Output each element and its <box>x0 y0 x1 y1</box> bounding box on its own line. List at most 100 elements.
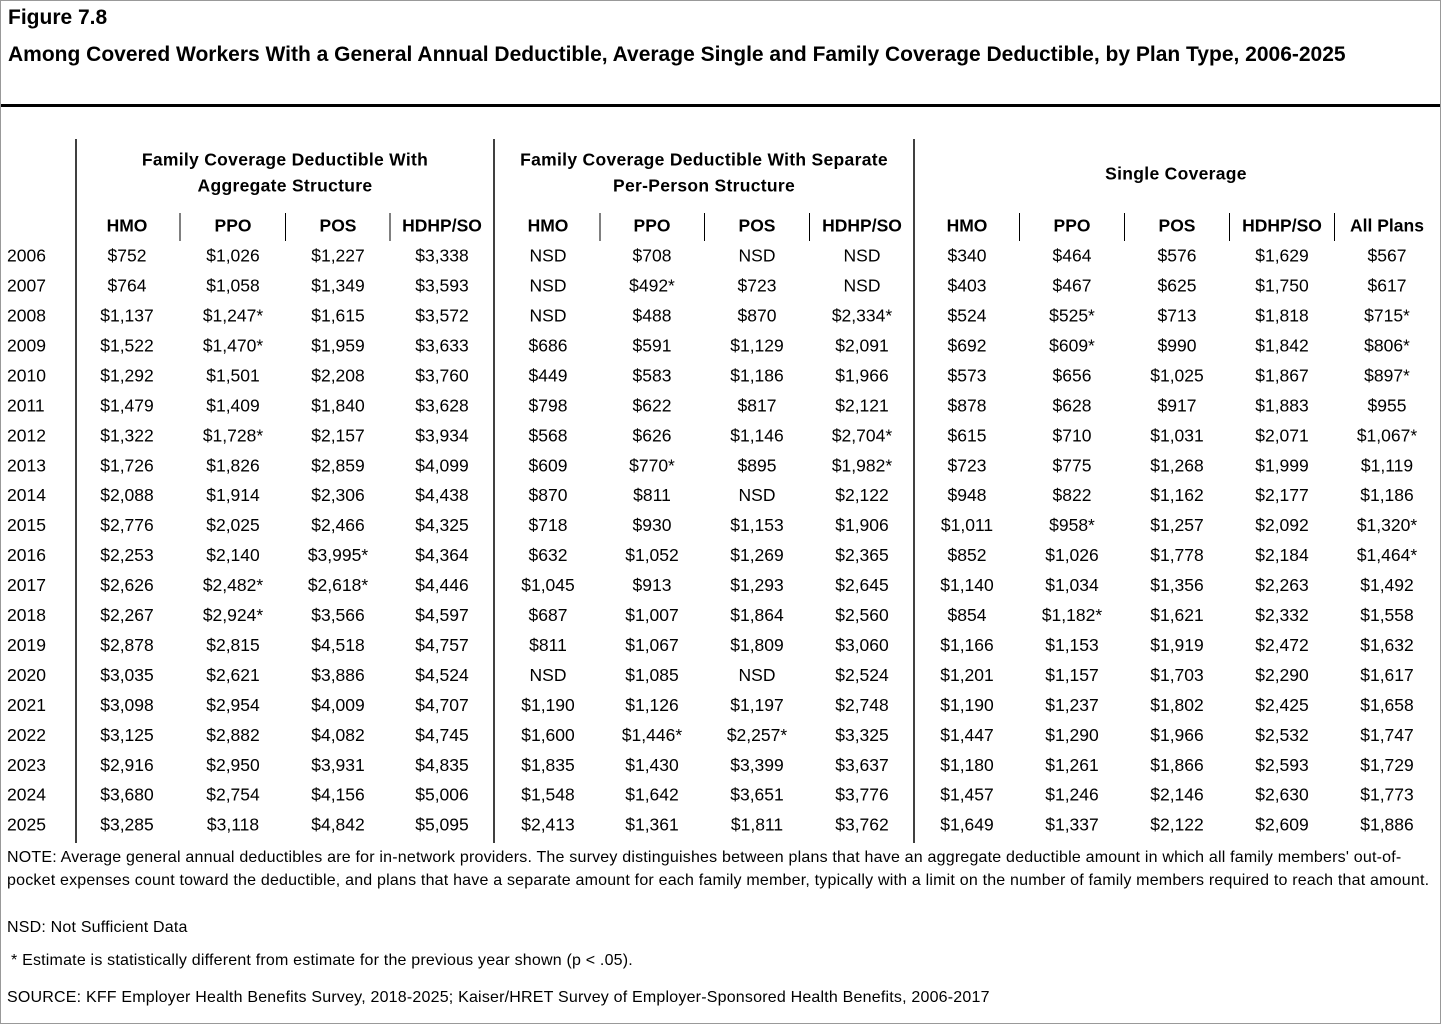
cell: $1,227 <box>311 246 365 266</box>
cell: $822 <box>1053 485 1092 505</box>
cell: $1,430 <box>625 755 679 775</box>
cell: $2,882 <box>206 725 260 745</box>
cell: $1,558 <box>1360 605 1414 625</box>
cell: $3,680 <box>100 785 154 805</box>
cell: $1,492 <box>1360 575 1414 595</box>
cell: NSD <box>530 246 567 266</box>
cell: $1,007 <box>625 605 679 625</box>
row-label: 2024 <box>7 785 46 805</box>
cell: $625 <box>1158 276 1197 296</box>
cell: $2,425 <box>1255 695 1309 715</box>
cell: $2,916 <box>100 755 154 775</box>
column-header: HDHP/SO <box>822 216 902 236</box>
cell: $2,878 <box>100 635 154 655</box>
row-label: 2009 <box>7 335 46 355</box>
cell: $2,815 <box>206 635 260 655</box>
cell: $3,886 <box>311 665 365 685</box>
cell: $3,995* <box>308 545 369 565</box>
cell: $1,649 <box>940 815 994 835</box>
cell: $1,197 <box>730 695 784 715</box>
column-header: HMO <box>947 216 988 236</box>
cell: $609* <box>1049 335 1095 355</box>
cell: $4,745 <box>415 725 469 745</box>
cell: $1,600 <box>521 725 575 745</box>
cell: $2,704* <box>832 425 893 445</box>
cell: $1,349 <box>311 276 365 296</box>
cell: $4,842 <box>311 815 365 835</box>
cell: $1,919 <box>1150 635 1204 655</box>
cell: $1,866 <box>1150 755 1204 775</box>
cell: $591 <box>633 335 672 355</box>
cell: $1,729 <box>1360 755 1414 775</box>
row-label: 2025 <box>7 815 46 835</box>
cell: $2,253 <box>100 545 154 565</box>
cell: $1,186 <box>730 365 784 385</box>
cell: $2,306 <box>311 485 365 505</box>
cell: $4,518 <box>311 635 365 655</box>
cell: $3,633 <box>415 335 469 355</box>
cell: $4,757 <box>415 635 469 655</box>
cell: $811 <box>633 485 671 505</box>
cell: $1,621 <box>1150 605 1204 625</box>
figure-number: Figure 7.8 <box>8 6 108 29</box>
column-header: HDHP/SO <box>402 216 482 236</box>
cell: $3,934 <box>415 425 469 445</box>
cell: $628 <box>1053 395 1092 415</box>
cell: $2,121 <box>835 395 889 415</box>
cell: $1,247* <box>203 306 264 326</box>
column-header: HDHP/SO <box>1242 216 1322 236</box>
cell: $1,999 <box>1255 455 1309 475</box>
cell: $775 <box>1053 455 1092 475</box>
cell: $806* <box>1364 335 1410 355</box>
cell: $723 <box>948 455 987 475</box>
cell: $3,338 <box>415 246 469 266</box>
cell: $1,548 <box>521 785 575 805</box>
cell: $1,268 <box>1150 455 1204 475</box>
cell: $2,626 <box>100 575 154 595</box>
cell: NSD <box>844 276 881 296</box>
cell: $1,728* <box>203 425 264 445</box>
source-note: SOURCE: KFF Employer Health Benefits Sur… <box>7 989 990 1006</box>
row-label: 2019 <box>7 635 46 655</box>
cell: $2,257* <box>727 725 788 745</box>
row-label: 2022 <box>7 725 46 745</box>
cell: $2,413 <box>521 815 575 835</box>
cell: $1,617 <box>1360 665 1414 685</box>
cell: $958* <box>1049 515 1095 535</box>
cell: $917 <box>1158 395 1197 415</box>
cell: $1,067 <box>625 635 679 655</box>
cell: $1,629 <box>1255 246 1309 266</box>
cell: $870 <box>738 306 777 326</box>
cell: $710 <box>1053 425 1092 445</box>
cell: $1,840 <box>311 395 365 415</box>
cell: $626 <box>633 425 672 445</box>
column-header: PPO <box>634 216 671 236</box>
cell: $617 <box>1368 276 1407 296</box>
cell: $1,773 <box>1360 785 1414 805</box>
cell: $687 <box>529 605 568 625</box>
cell: $1,361 <box>625 815 679 835</box>
cell: $1,914 <box>206 485 260 505</box>
cell: $2,466 <box>311 515 365 535</box>
cell: $4,524 <box>415 665 469 685</box>
cell: $3,098 <box>100 695 154 715</box>
cell: $1,085 <box>625 665 679 685</box>
cell: $1,031 <box>1150 425 1204 445</box>
cell: $1,246 <box>1045 785 1099 805</box>
title-rule <box>1 104 1440 107</box>
cell: NSD <box>844 246 881 266</box>
cell: NSD <box>739 485 776 505</box>
cell: $811 <box>529 635 567 655</box>
cell: $878 <box>948 395 987 415</box>
row-label: 2010 <box>7 365 46 385</box>
cell: $3,118 <box>207 815 259 835</box>
cell: $3,035 <box>100 665 154 685</box>
cell: $1,747 <box>1360 725 1414 745</box>
cell: $3,572 <box>415 306 469 326</box>
cell: NSD <box>739 246 776 266</box>
nsd-note: NSD: Not Sufficient Data <box>7 919 188 936</box>
cell: $1,457 <box>940 785 994 805</box>
group-header: Single Coverage <box>1105 164 1247 184</box>
cell: $692 <box>948 335 987 355</box>
cell: $488 <box>633 306 672 326</box>
